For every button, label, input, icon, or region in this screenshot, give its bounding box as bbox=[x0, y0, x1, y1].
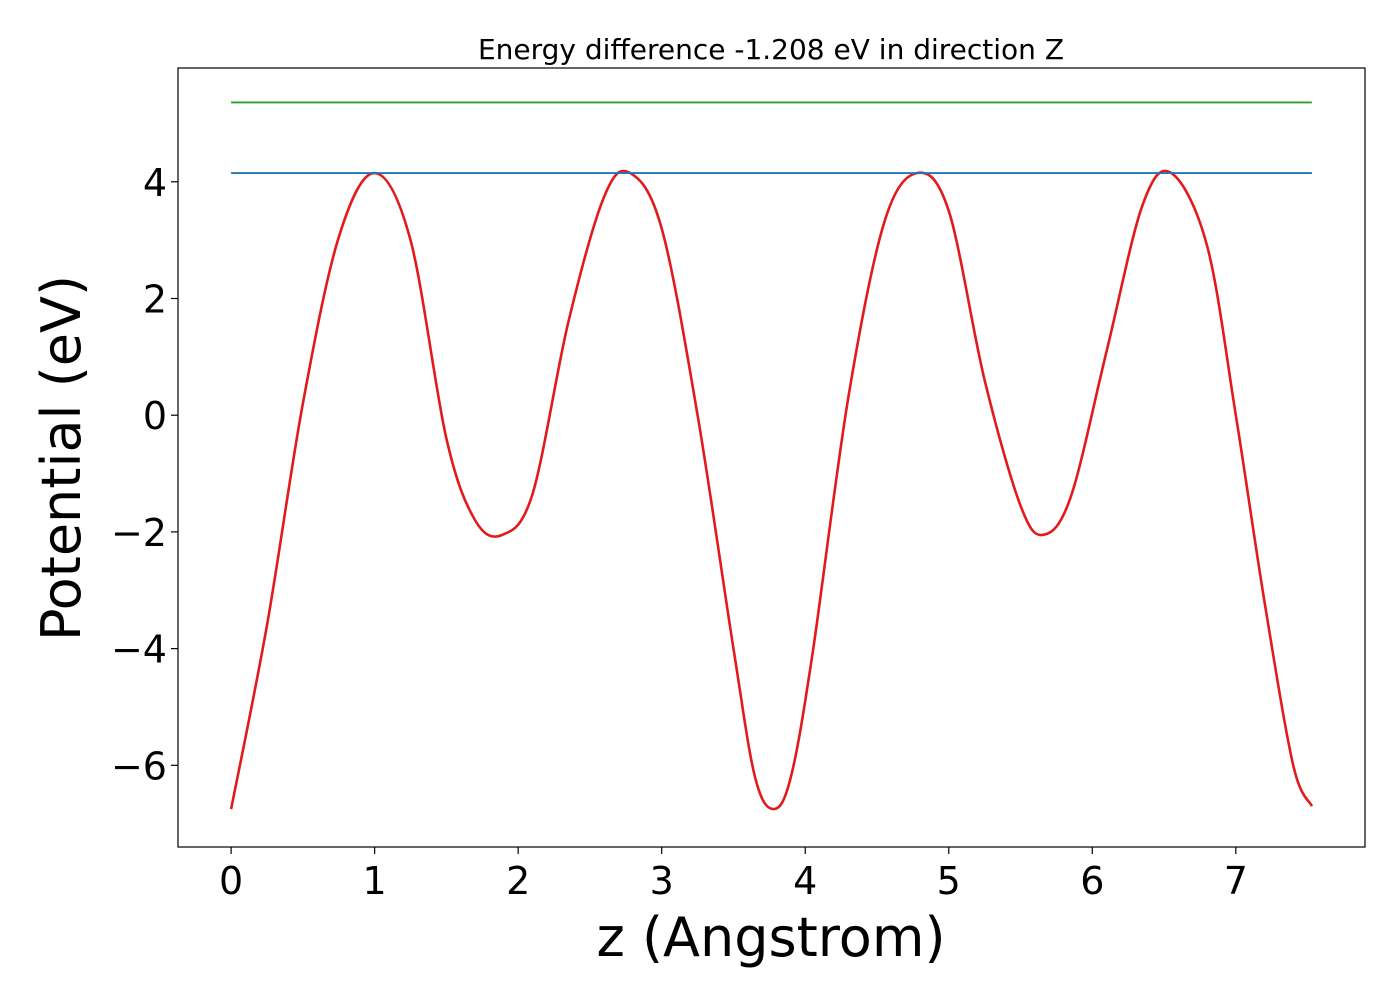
chart-title: Energy difference -1.208 eV in direction… bbox=[478, 33, 1064, 66]
y-axis-label: Potential (eV) bbox=[30, 275, 93, 641]
plot-area bbox=[229, 101, 1314, 811]
x-tick-label: 6 bbox=[1080, 859, 1104, 903]
y-tick-label: −2 bbox=[111, 511, 167, 555]
y-tick-label: 2 bbox=[143, 277, 167, 321]
x-axis: 0 1 2 3 4 5 6 7 bbox=[219, 847, 1248, 903]
x-tick-label: 2 bbox=[506, 859, 530, 903]
y-tick-label: −4 bbox=[111, 628, 167, 672]
x-tick-label: 5 bbox=[937, 859, 961, 903]
y-tick-label: −6 bbox=[111, 744, 167, 788]
x-tick-label: 3 bbox=[650, 859, 674, 903]
x-tick-label: 4 bbox=[793, 859, 817, 903]
x-tick-label: 7 bbox=[1224, 859, 1248, 903]
y-tick-label: 4 bbox=[143, 161, 167, 205]
x-tick-label: 1 bbox=[363, 859, 387, 903]
x-axis-label: z (Angstrom) bbox=[596, 906, 945, 969]
y-axis: −6 −4 −2 0 2 4 bbox=[111, 161, 178, 788]
series-potential-line bbox=[229, 169, 1314, 811]
plot-frame bbox=[177, 67, 1366, 848]
x-tick-label: 0 bbox=[219, 859, 243, 903]
y-tick-label: 0 bbox=[143, 394, 167, 438]
